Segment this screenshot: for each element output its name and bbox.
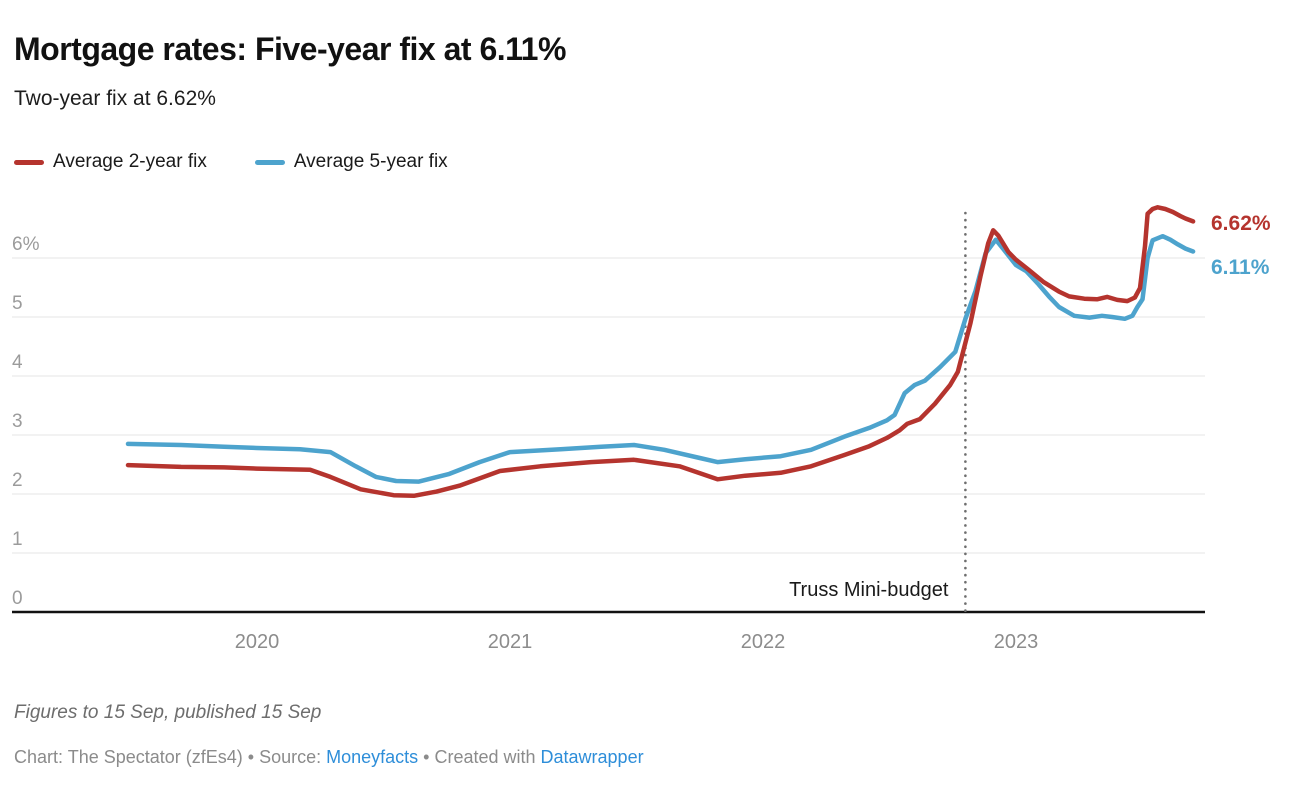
legend-item-5-year-fix: Average 5-year fix <box>254 151 448 173</box>
end-label-2-year: 6.62% <box>1211 212 1271 235</box>
footer-byline: Chart: The Spectator (zfEs4) • Source: M… <box>14 747 644 768</box>
datawrapper-link[interactable]: Datawrapper <box>540 747 644 767</box>
chart-subtitle: Two-year fix at 6.62% <box>14 87 216 110</box>
legend-swatch-2-year-icon <box>14 159 44 165</box>
x-tick-label: 2023 <box>994 631 1039 653</box>
series-path-2-year-fix <box>125 205 1196 499</box>
byline-middle: • Created with <box>418 747 541 767</box>
y-tick-label: 3 <box>12 411 23 432</box>
legend-label-2-year: Average 2-year fix <box>53 151 207 172</box>
x-tick-label: 2021 <box>488 631 533 653</box>
y-tick-label: 2 <box>12 470 23 491</box>
source-link[interactable]: Moneyfacts <box>326 747 419 767</box>
series-path-5-year-fix <box>125 233 1196 484</box>
chart-title: Mortgage rates: Five-year fix at 6.11% <box>14 31 566 68</box>
truss-mini-budget-label: Truss Mini-budget <box>789 579 949 601</box>
legend-swatch-5-year-icon <box>254 159 285 165</box>
end-label-5-year: 6.11% <box>1211 256 1270 279</box>
byline-prefix: Chart: The Spectator (zfEs4) • Source: <box>14 747 327 767</box>
y-tick-label: 5 <box>12 293 23 314</box>
x-tick-label: 2020 <box>235 631 280 653</box>
footer-notes: Figures to 15 Sep, published 15 Sep <box>14 702 322 723</box>
y-tick-label: 0 <box>12 588 23 609</box>
y-tick-label: 1 <box>12 529 23 550</box>
legend: Average 2-year fix Average 5-year fix <box>14 151 448 173</box>
legend-item-2-year-fix: Average 2-year fix <box>14 151 207 173</box>
y-tick-label: 4 <box>12 352 23 373</box>
legend-label-5-year: Average 5-year fix <box>293 151 448 172</box>
x-tick-label: 2022 <box>741 631 786 653</box>
y-tick-label: 6% <box>12 234 40 255</box>
